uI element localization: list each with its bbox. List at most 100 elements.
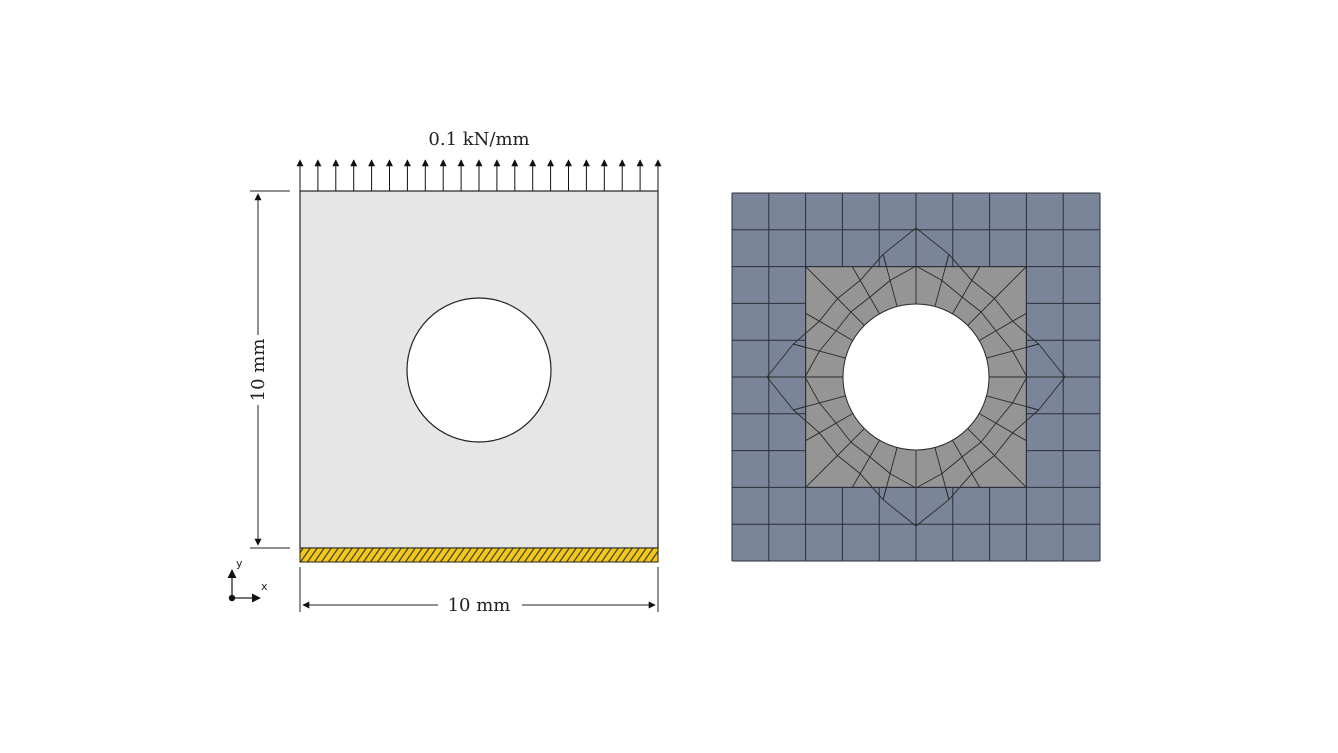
mesh-line [941, 280, 963, 298]
load-label: 0.1 kN/mm [428, 129, 529, 150]
fixed-support [299, 547, 659, 563]
mesh-line [978, 413, 997, 424]
width-label: 10 mm [448, 595, 511, 616]
mesh-line [980, 298, 995, 313]
mesh-line [934, 280, 943, 307]
axis-y-label: y [236, 557, 243, 570]
mesh-line [859, 280, 871, 298]
mesh-line [805, 266, 838, 299]
mesh-line [934, 447, 943, 474]
mesh-line [980, 441, 995, 456]
mesh-line [819, 395, 846, 404]
mesh-line [1012, 432, 1027, 442]
mesh-line [994, 266, 1027, 299]
mesh-line [837, 280, 861, 299]
mesh-line [835, 330, 854, 341]
mesh-line [766, 376, 794, 411]
mesh-line [986, 395, 1013, 404]
mesh-line [889, 280, 898, 307]
mesh-line [819, 432, 838, 456]
mesh-line [819, 402, 837, 424]
mesh-line [995, 320, 1013, 332]
mesh-line [1012, 320, 1039, 345]
mesh-line [1012, 409, 1039, 434]
mesh-line [994, 455, 1027, 488]
mesh-line [915, 499, 950, 527]
mesh-line [859, 473, 884, 500]
mesh-line [819, 298, 838, 322]
mesh-line [869, 456, 891, 474]
mesh-line [995, 422, 1013, 434]
mesh-line [850, 296, 871, 313]
mesh-line [961, 296, 982, 313]
mesh-line [835, 413, 854, 424]
coordinate-axes: y x [227, 557, 268, 603]
mesh-line [915, 227, 950, 255]
mesh-line [882, 254, 887, 267]
mesh-line [961, 456, 973, 474]
mesh-line [952, 439, 963, 458]
mesh-line [882, 487, 887, 500]
mesh-line [971, 266, 981, 281]
mesh-line [889, 447, 898, 474]
mesh-line [1026, 343, 1039, 348]
mesh-line [837, 455, 861, 474]
mesh-line [961, 280, 973, 298]
mesh-hole [842, 303, 990, 451]
hole [406, 297, 552, 443]
mesh-line [804, 350, 820, 378]
mesh-line [986, 350, 1013, 359]
mesh-line [793, 343, 806, 348]
mesh-line [851, 266, 861, 281]
mesh-line [793, 406, 806, 411]
mesh-line [980, 311, 997, 332]
mesh-line [1038, 343, 1066, 378]
mesh-line [952, 296, 963, 315]
mesh-line [978, 330, 997, 341]
mesh-line [882, 227, 917, 255]
width-dimension: 10 mm [299, 567, 659, 616]
mesh-line [819, 330, 837, 352]
mesh-line [1012, 350, 1028, 378]
distributed-load-arrows [296, 159, 662, 191]
load-diagram: 0.1 kN/mm 10 mm 10 mm y x [227, 129, 662, 616]
mesh-line [889, 265, 917, 281]
mesh-line [967, 428, 982, 443]
refined-mesh-around-hole [766, 227, 1066, 527]
mesh-line [869, 296, 880, 315]
mesh-line [994, 298, 1013, 322]
mesh-line [835, 311, 852, 332]
mesh-line [1038, 376, 1066, 411]
mesh-line [766, 343, 794, 378]
mesh-line [915, 473, 943, 489]
mesh-line [819, 422, 837, 434]
mesh-line [869, 439, 880, 458]
mesh-line [915, 265, 943, 281]
mesh-diagram [731, 192, 1101, 562]
mesh-line [851, 473, 861, 488]
mesh-line [859, 254, 884, 281]
mesh-line [835, 422, 852, 443]
mesh-line [995, 402, 1013, 424]
axis-x-label: x [261, 580, 268, 593]
mesh-line [869, 280, 891, 298]
mesh-line [971, 473, 981, 488]
mesh-line [859, 456, 871, 474]
mesh-line [994, 432, 1013, 456]
mesh-line [819, 320, 837, 332]
mesh-line [961, 441, 982, 458]
mesh-line [882, 499, 917, 527]
mesh-line [1012, 376, 1028, 404]
mesh-line [837, 441, 852, 456]
mesh-line [948, 254, 973, 281]
mesh-line [941, 456, 963, 474]
mesh-line [837, 298, 852, 313]
mesh-line [948, 473, 973, 500]
mesh-line [804, 376, 820, 404]
mesh-line [805, 455, 838, 488]
mesh-line [945, 254, 950, 267]
mesh-line [1012, 312, 1027, 322]
mesh-line [850, 311, 865, 326]
mesh-line [805, 432, 820, 442]
